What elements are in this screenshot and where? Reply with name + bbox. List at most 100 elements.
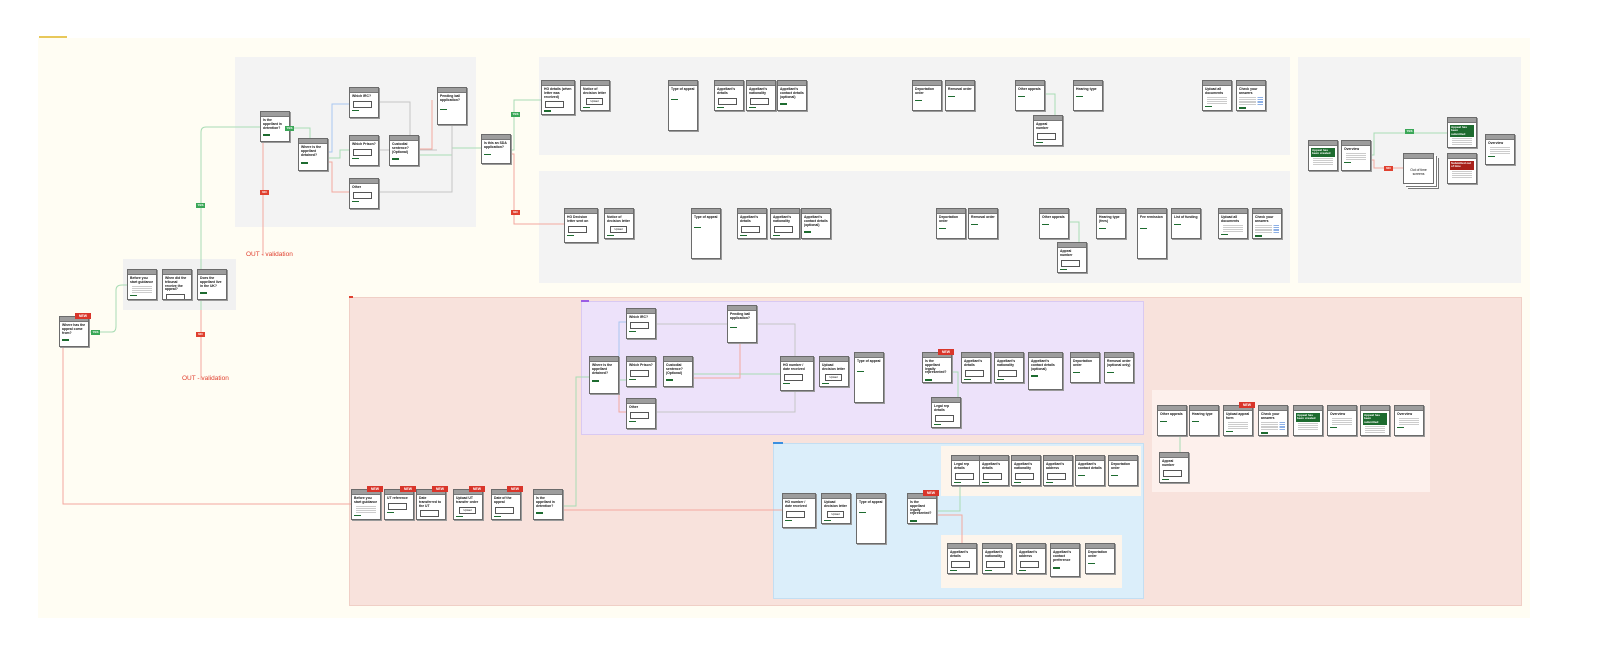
continue-button bbox=[964, 378, 971, 381]
screen-fee-remission[interactable]: Fee remission bbox=[1137, 208, 1167, 259]
screen-appeal-number[interactable]: Appeal number bbox=[1159, 452, 1189, 483]
screen-deportation-order[interactable]: Deportation order bbox=[1070, 352, 1100, 383]
screen-when-did-the-tribunal-receive-the-appeal[interactable]: When did the tribunal receive the appeal… bbox=[162, 269, 192, 300]
screen-before-you-start-guidance[interactable]: Before you start guidance bbox=[351, 489, 381, 520]
screen-ho-details-when-letter-was-received[interactable]: HO details (when letter was received) bbox=[541, 80, 575, 115]
screen-date-transferred-to-the-ut[interactable]: Date transferred to the UT bbox=[416, 489, 446, 520]
screen-removal-order[interactable]: Removal order bbox=[968, 208, 998, 239]
screen-appellant-s-address[interactable]: Appellant's address bbox=[1016, 543, 1046, 574]
screen-upload-decision-letter[interactable]: Upload decision letter Upload bbox=[819, 356, 849, 387]
screen-out-of-time-screens[interactable]: Out of time screens bbox=[1403, 153, 1434, 184]
screen-appellant-s-details[interactable]: Appellant's details bbox=[737, 208, 767, 239]
screen-check-your-answers[interactable]: Check your answers bbox=[1236, 80, 1266, 111]
screen-appellant-s-details[interactable]: Appellant's details bbox=[961, 352, 991, 383]
screen-overview[interactable]: Overview bbox=[1327, 405, 1357, 436]
screen-upload-appeal-form[interactable]: Upload appeal form bbox=[1223, 405, 1253, 436]
screen-deportation-order[interactable]: Deportation order bbox=[912, 80, 942, 111]
connector bbox=[656, 323, 796, 356]
screen-where-has-the-appeal-come-from[interactable]: Where has the appeal come from? bbox=[59, 316, 89, 347]
screen-list-of-funding[interactable]: List of funding bbox=[1171, 208, 1201, 239]
screen-legal-rep-details[interactable]: Legal rep details bbox=[931, 397, 961, 428]
screen-is-the-appellant-legally-represented[interactable]: Is the appellant legally represented? bbox=[922, 352, 952, 383]
screen-other-appeals[interactable]: Other appeals bbox=[1039, 208, 1069, 239]
screen-ho-number-date-received[interactable]: HO number / date received bbox=[780, 356, 814, 391]
screen-deportation-order[interactable]: Deportation order bbox=[1085, 543, 1115, 574]
screen-header-bar bbox=[1076, 456, 1104, 461]
screen-header-bar bbox=[390, 136, 418, 141]
screen-submitted-out-of-time[interactable]: Submitted out of time bbox=[1447, 153, 1477, 184]
screen-removal-order[interactable]: Removal order bbox=[945, 80, 975, 111]
screen-type-of-appeal[interactable]: Type of appeal bbox=[668, 80, 698, 131]
screen-date-of-the-appeal[interactable]: Date of the appeal bbox=[491, 489, 521, 520]
screen-appeal-has-been-submitted[interactable]: Appeal has been submitted bbox=[1360, 405, 1390, 436]
screen-appellant-s-nationality[interactable]: Appellant's nationality bbox=[994, 352, 1024, 383]
screen-which-prison[interactable]: Which Prison? bbox=[626, 356, 656, 387]
screen-is-the-appellant-in-detention[interactable]: Is the appellant in detention? bbox=[533, 489, 563, 520]
screen-other[interactable]: Other bbox=[349, 178, 379, 209]
screen-appellant-s-nationality[interactable]: Appellant's nationality bbox=[982, 543, 1012, 574]
screen-other-appeals[interactable]: Other appeals bbox=[1015, 80, 1045, 111]
connector bbox=[328, 103, 349, 153]
screen-header-bar bbox=[350, 88, 378, 93]
screen-check-your-answers[interactable]: Check your answers bbox=[1252, 208, 1282, 239]
screen-deportation-order[interactable]: Deportation order bbox=[936, 208, 966, 239]
screen-appellant-s-details[interactable]: Appellant's details bbox=[979, 455, 1009, 486]
screen-deportation-order[interactable]: Deportation order bbox=[1108, 455, 1138, 486]
screen-title: Date transferred to the UT bbox=[419, 496, 442, 508]
screen-appeal-number[interactable]: Appeal number bbox=[1033, 115, 1063, 146]
screen-appellant-s-contact-details-optional[interactable]: Appellant's contact details (optional) bbox=[1028, 352, 1063, 390]
screen-notice-of-decision-letter[interactable]: Notice of decision letter Upload bbox=[604, 208, 634, 239]
screen-where-is-the-appellant-detained[interactable]: Where is the appellant detained? bbox=[589, 356, 619, 394]
screen-type-of-appeal[interactable]: Type of appeal bbox=[691, 208, 721, 259]
screen-before-you-start-guidance[interactable]: Before you start guidance bbox=[127, 269, 157, 300]
screen-appeal-has-been-created[interactable]: Appeal has been created bbox=[1293, 405, 1323, 436]
screen-legal-rep-details[interactable]: Legal rep details bbox=[951, 455, 981, 486]
screen-appellant-s-details[interactable]: Appellant's details bbox=[947, 543, 977, 574]
screen-removal-order-optional-only[interactable]: Removal order (optional only) bbox=[1104, 352, 1134, 383]
screen-overview[interactable]: Overview bbox=[1394, 405, 1424, 436]
screen-pending-bail-application[interactable]: Pending bail application? bbox=[727, 305, 757, 343]
screen-hearing-type-fees[interactable]: Hearing type (fees) bbox=[1096, 208, 1126, 239]
screen-other[interactable]: Other bbox=[626, 398, 656, 429]
screen-appellant-s-contact-details[interactable]: Appellant's contact details bbox=[1075, 455, 1105, 486]
screen-hearing-type[interactable]: Hearing type bbox=[1073, 80, 1103, 111]
screen-appeal-has-been-created[interactable]: Appeal has been created bbox=[1308, 140, 1338, 171]
screen-upload-all-documents[interactable]: Upload all documents bbox=[1218, 208, 1248, 239]
screen-upload-ut-transfer-order[interactable]: Upload UT transfer order Upload bbox=[453, 489, 483, 520]
screen-does-the-appellant-live-in-the-uk[interactable]: Does the appellant live in the UK? bbox=[197, 269, 227, 300]
screen-appellant-s-contact-details-optional[interactable]: Appellant's contact details (optional) bbox=[777, 80, 807, 111]
screen-appellant-s-address[interactable]: Appellant's address bbox=[1043, 455, 1073, 486]
screen-appeal-has-been-submitted[interactable]: Appeal has been submitted bbox=[1447, 117, 1477, 148]
screen-hearing-type[interactable]: Hearing type bbox=[1189, 405, 1219, 436]
screen-where-is-the-appellant-detained[interactable]: Where is the appellant detained? bbox=[298, 138, 328, 171]
screen-type-of-appeal[interactable]: Type of appeal bbox=[854, 352, 884, 403]
screen-notice-of-decision-letter[interactable]: Notice of decision letter Upload bbox=[580, 80, 610, 111]
screen-overview[interactable]: Overview bbox=[1485, 134, 1515, 165]
screen-check-your-answers[interactable]: Check your answers bbox=[1258, 405, 1288, 436]
continue-button bbox=[200, 292, 207, 294]
screen-other-appeals[interactable]: Other appeals bbox=[1157, 405, 1187, 436]
screen-ho-number-date-received[interactable]: HO number / date received bbox=[782, 493, 816, 528]
screen-which-irc[interactable]: Which IRC? bbox=[349, 87, 379, 118]
screen-custodial-sentence-optional[interactable]: Custodial sentence? (Optional) bbox=[389, 135, 419, 166]
screen-appellant-s-details[interactable]: Appellant's details bbox=[714, 80, 744, 111]
screen-upload-all-documents[interactable]: Upload all documents bbox=[1202, 80, 1232, 111]
screen-ut-reference[interactable]: UT reference bbox=[384, 489, 414, 520]
screen-appellant-s-contact-details-optional[interactable]: Appellant's contact details (optional) bbox=[801, 208, 831, 239]
screen-which-irc[interactable]: Which IRC? bbox=[626, 308, 656, 339]
screen-type-of-appeal[interactable]: Type of appeal bbox=[856, 493, 886, 544]
screen-header-bar bbox=[163, 270, 191, 275]
screen-ho-decision-letter-sent-on[interactable]: HO Decision letter sent on bbox=[564, 208, 598, 243]
screen-custodial-sentence-optional[interactable]: Custodial sentence? (Optional) bbox=[663, 356, 693, 387]
screen-appellant-s-contact-preference[interactable]: Appellant's contact preference bbox=[1050, 543, 1080, 577]
screen-upload-decision-letter[interactable]: Upload decision letter Upload bbox=[821, 493, 851, 524]
screen-is-this-an-sda-application[interactable]: Is this an SDA application? bbox=[481, 134, 511, 164]
screen-appellant-s-nationality[interactable]: Appellant's nationality bbox=[770, 208, 800, 239]
screen-which-prison[interactable]: Which Prison? bbox=[349, 135, 379, 166]
screen-appellant-s-nationality[interactable]: Appellant's nationality bbox=[1011, 455, 1041, 486]
screen-overview[interactable]: Overview bbox=[1341, 140, 1371, 171]
screen-pending-bail-application[interactable]: Pending bail application? bbox=[437, 87, 467, 125]
screen-appeal-number[interactable]: Appeal number bbox=[1057, 242, 1087, 273]
screen-appellant-s-nationality[interactable]: Appellant's nationality bbox=[746, 80, 776, 111]
screen-is-the-appellant-legally-represented[interactable]: Is the appellant legally represented? bbox=[907, 493, 937, 524]
